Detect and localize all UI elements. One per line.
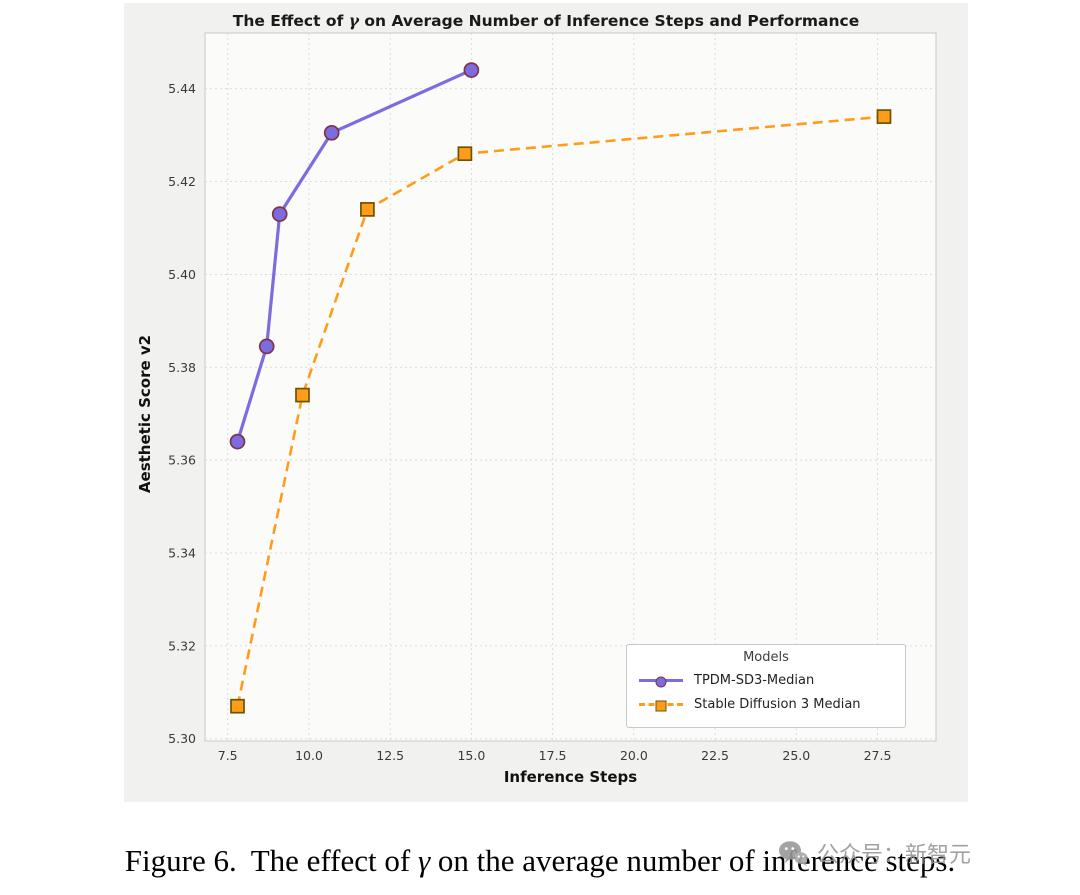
wechat-icon (779, 840, 808, 866)
watermark: 公众号：新智元 (778, 837, 971, 869)
legend-entry-sd3: Stable Diffusion 3 Median (639, 692, 893, 716)
chart-title-text-after: on Average Number of Inference Steps and… (364, 12, 860, 30)
caption-gamma-symbol: γ (417, 843, 431, 878)
legend-line-sample-sd3 (639, 700, 683, 711)
data-point (463, 62, 480, 78)
y-tick-label: 5.30 (168, 731, 196, 746)
data-point (295, 387, 310, 403)
chart-figure: The Effect of γ on Average Number of Inf… (124, 3, 968, 802)
data-point (229, 433, 246, 450)
data-point (876, 109, 892, 124)
watermark-text: 公众号：新智元 (817, 843, 972, 868)
x-tick-label: 10.0 (295, 748, 323, 763)
y-tick-label: 5.42 (168, 174, 196, 189)
grid-lines (205, 33, 936, 741)
chart-canvas: 7.5 10.0 12.5 15.0 17.5 20.0 22.5 25.0 27.5 5.30 5… (168, 32, 937, 763)
legend-label-tpdm: TPDM-SD3-Median (694, 672, 815, 688)
x-tick-label: 27.5 (864, 748, 892, 763)
legend: Models TPDM-SD3-Median Stable Diffusion … (626, 644, 906, 728)
x-axis-label: Inference Steps (503, 768, 638, 786)
y-tick-label: 5.44 (168, 81, 196, 96)
x-tick-label: 22.5 (701, 748, 729, 763)
legend-entry-tpdm: TPDM-SD3-Median (639, 668, 893, 692)
plot-area (204, 32, 937, 742)
tick-labels: 7.5 10.0 12.5 15.0 17.5 20.0 22.5 25.0 27.5 5.30 5… (168, 81, 891, 763)
y-axis-label: Aesthetic Score v2 (136, 334, 154, 494)
x-tick-label: 7.5 (218, 748, 238, 763)
y-tick-label: 5.40 (168, 267, 196, 282)
caption-text-after: on the average number of inference steps… (437, 843, 956, 878)
legend-title: Models (743, 650, 789, 665)
x-tick-label: 25.0 (782, 748, 810, 763)
y-tick-label: 5.34 (168, 546, 196, 561)
data-point (258, 338, 275, 355)
x-tick-label: 17.5 (539, 748, 567, 763)
data-point (323, 124, 340, 141)
x-tick-label: 12.5 (376, 748, 404, 763)
square-marker-icon (655, 700, 667, 711)
data-point (457, 146, 473, 162)
circle-marker-icon (655, 676, 667, 687)
legend-label-sd3: Stable Diffusion 3 Median (694, 696, 861, 712)
gamma-symbol: γ (348, 11, 359, 30)
series-Stable Diffusion 3 Median (230, 109, 892, 714)
caption-figure-number: Figure 6. (124, 843, 237, 878)
caption-text-before: The effect of (250, 843, 411, 878)
x-tick-label: 20.0 (620, 748, 648, 763)
y-tick-label: 5.32 (168, 638, 196, 653)
data-point (230, 698, 245, 714)
y-tick-label: 5.36 (168, 453, 196, 468)
data-point (360, 202, 375, 217)
y-tick-label: 5.38 (168, 360, 196, 375)
series-TPDM-SD3-Median (229, 62, 480, 450)
chart-title-text-before: The Effect of (232, 12, 344, 30)
chart-title: The Effect of γ on Average Number of Inf… (154, 11, 938, 30)
data-point (271, 206, 288, 222)
legend-line-sample-tpdm (639, 676, 683, 687)
figure-caption: Figure 6. The effect of γ on the average … (0, 843, 1080, 879)
x-tick-label: 15.0 (457, 748, 485, 763)
